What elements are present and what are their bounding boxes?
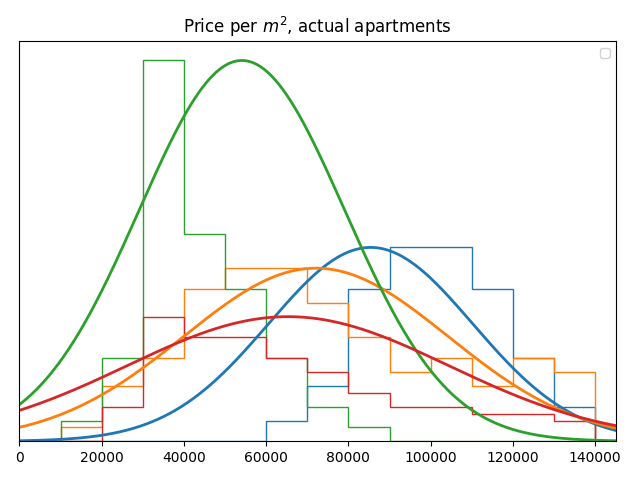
Legend:  — [600, 48, 609, 58]
Title: Price per $m^2$, actual apartments: Price per $m^2$, actual apartments — [183, 15, 452, 39]
